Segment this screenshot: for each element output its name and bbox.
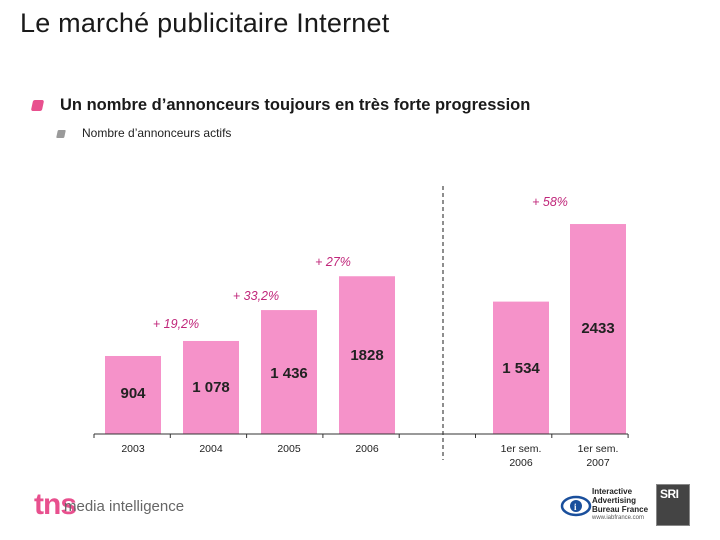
value-label-4: 1 534 xyxy=(502,360,540,377)
category-label-3: 2006 xyxy=(355,443,379,455)
sri-logo-box xyxy=(656,484,690,526)
value-label-2: 1 436 xyxy=(270,365,308,382)
iab-line-1: Interactive xyxy=(592,487,633,496)
iab-url: www.iabfrance.com xyxy=(592,515,645,521)
tns-tagline: media intelligence xyxy=(64,498,185,515)
bar-1 xyxy=(183,340,239,434)
chart-caption: Nombre d’annonceurs actifs xyxy=(82,126,232,140)
tns-logo: tns xyxy=(34,488,77,521)
iab-logo-text: Interactive Advertising Bureau France xyxy=(592,487,648,514)
bar-2 xyxy=(261,310,317,434)
growth-label-5: + 58% xyxy=(532,195,568,209)
growth-label-2: + 33,2% xyxy=(233,289,279,303)
value-label-1: 1 078 xyxy=(192,379,230,396)
category-label-5: 1er sem. 2007 xyxy=(578,443,619,469)
bar-4 xyxy=(493,301,549,434)
category-label-2: 2005 xyxy=(277,443,301,455)
category-label-1: 2004 xyxy=(199,443,223,455)
bar-3 xyxy=(339,276,395,434)
value-label-5: 2433 xyxy=(581,320,614,337)
growth-label-1: + 19,2% xyxy=(153,317,199,331)
growth-label-3: + 27% xyxy=(315,255,351,269)
slide-subtitle: Un nombre d’annonceurs toujours en très … xyxy=(60,96,531,114)
iab-line-3: Bureau France xyxy=(592,505,649,514)
value-label-0: 904 xyxy=(120,385,146,402)
svg-text:i: i xyxy=(574,502,577,512)
iab-line-2: Advertising xyxy=(592,496,637,505)
iab-eye-icon: i xyxy=(560,495,592,517)
category-label-4: 1er sem. 2006 xyxy=(501,443,542,469)
value-label-3: 1828 xyxy=(350,347,383,364)
category-label-0: 2003 xyxy=(121,443,145,455)
page-title: Le marché publicitaire Internet xyxy=(20,8,390,38)
bar-5 xyxy=(570,224,626,434)
bar-0 xyxy=(105,355,161,434)
sri-logo: SRI xyxy=(660,487,679,501)
